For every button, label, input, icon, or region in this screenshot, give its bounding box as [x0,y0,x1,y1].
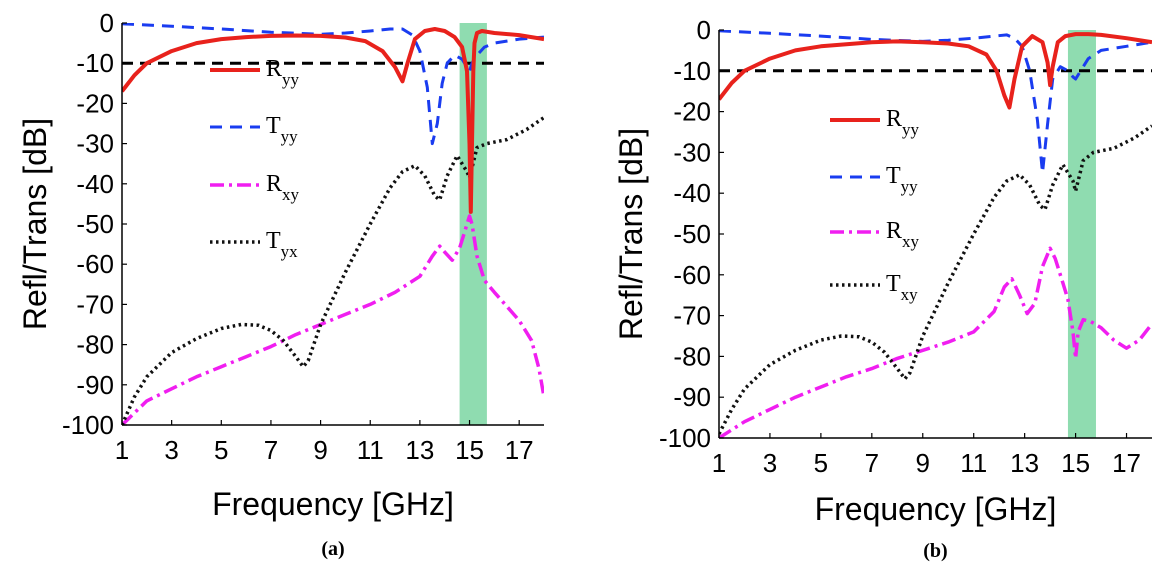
series-group [122,23,544,425]
x-tick-label: 7 [865,448,879,478]
x-tick-label: 3 [164,435,178,465]
x-tick-label: 9 [313,435,327,465]
x-tick-label: 11 [960,448,987,478]
y-tick-label: -90 [673,382,711,412]
legend-label-Txy: Txy [886,271,918,304]
x-tick-label: 5 [214,435,228,465]
panel-label: (a) [321,538,344,560]
legend-label-Tyy: Tyy [886,163,918,196]
y-tick-label: -10 [673,56,711,86]
x-tick-label: 1 [712,448,726,478]
y-tick-label: -20 [76,88,114,118]
x-tick-label: 7 [264,435,278,465]
y-tick-label: -50 [76,209,114,239]
legend-label-Ryy: Ryy [886,106,920,139]
y-tick-label: -80 [673,341,711,371]
legend-label-Tyx: Tyx [266,228,298,261]
x-tick-label: 9 [916,448,930,478]
y-tick-label: -40 [673,178,711,208]
x-tick-label: 13 [405,435,434,465]
x-tick-label: 11 [357,435,384,465]
y-tick-label: -10 [76,48,114,78]
y-tick-label: -40 [76,169,114,199]
series-line-Rxy [122,214,544,425]
x-tick-label: 17 [505,435,534,465]
x-tick-label: 15 [455,435,484,465]
legend-label-Ryy: Ryy [266,56,300,89]
y-axis-label: Refl/Trans [dB] [17,118,53,330]
y-tick-label: -80 [76,330,114,360]
x-axis-label: Frequency [GHz] [815,491,1057,527]
y-axis-label: Refl/Trans [dB] [613,128,649,340]
chart-panel-a: 1 3 5 7 9 11 13 15 170-10-20-30-40-50-60-70-80-9… [17,8,544,560]
panel-label: (b) [923,540,947,562]
x-tick-label: 15 [1061,448,1090,478]
series-group [719,30,1152,438]
x-axis-label: Frequency [GHz] [212,486,454,522]
x-tick-label: 1 [115,435,129,465]
y-tick-label: -30 [673,137,711,167]
y-tick-label: -100 [62,410,114,440]
y-tick-label: -70 [673,301,711,331]
y-tick-label: 0 [100,8,114,38]
y-tick-label: -60 [673,260,711,290]
highlight-band [1067,30,1096,438]
y-tick-label: -20 [673,97,711,127]
legend-label-Rxy: Rxy [266,171,300,204]
y-tick-label: -100 [659,423,711,453]
legend-label-Tyy: Tyy [266,113,298,146]
series-line-Txy [719,124,1152,435]
y-tick-label: 0 [697,15,711,45]
series-line-Ryy [122,27,544,214]
x-tick-label: 5 [814,448,828,478]
x-tick-label: 3 [763,448,777,478]
y-tick-label: -90 [76,370,114,400]
series-line-Ryy [719,32,1152,110]
x-tick-label: 13 [1010,448,1039,478]
legend-label-Rxy: Rxy [886,218,920,251]
series-line-Rxy [719,246,1152,438]
y-tick-label: -50 [673,219,711,249]
series-line-Tyy [122,23,544,146]
y-tick-label: -30 [76,129,114,159]
y-tick-label: -70 [76,289,114,319]
y-tick-label: -60 [76,249,114,279]
chart-panel-b: 1 3 5 7 9 11 13 15 170-10-20-30-40-50-60-70-80-9… [613,15,1152,562]
x-tick-label: 17 [1112,448,1141,478]
